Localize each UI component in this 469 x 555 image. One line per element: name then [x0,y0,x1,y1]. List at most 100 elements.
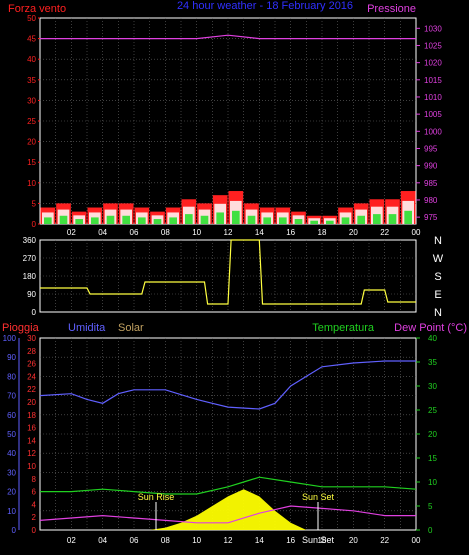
pressure-tick-label: 995 [424,144,438,153]
rain-tick-label: 2 [32,513,37,522]
compass-label: W [433,253,444,265]
avg-wind-bar [247,215,256,224]
wind-direction-line [40,239,416,305]
temperature-tick-label: 10 [428,478,437,487]
pressure-tick-label: 1030 [424,24,442,33]
climate-x-tick-label: 10 [192,536,201,545]
avg-wind-bar [388,214,397,224]
humidity-axis-label: Umidita [68,322,106,334]
wind-panel-grid [40,18,416,224]
humidity-tick-label: 60 [7,411,16,420]
climate-x-tick-label: 14 [255,536,264,545]
climate-x-tick-label: 02 [67,536,76,545]
humidity-tick-label: 10 [7,507,16,516]
rain-axis-label: Pioggia [2,322,40,334]
wind-x-axis: 02 04 06 08 10 12 14 16 18 20 22 00 [67,228,421,237]
sunrise-label: Sun Rise [138,492,175,502]
temperature-line [40,476,417,495]
avg-wind-bar [373,214,381,224]
wind-axis-label: Forza vento [8,3,66,15]
wind-tick-label: 50 [27,14,36,23]
avg-wind-bar [279,217,287,224]
avg-wind-bar [357,215,365,224]
direction-tick-label: 360 [23,236,37,245]
wind-tick-label: 25 [27,117,36,126]
climate-x-tick-label: 00 [412,536,421,545]
rain-tick-label: 28 [27,347,36,356]
humidity-tick-label: 90 [7,353,16,362]
avg-wind-bar [326,220,334,224]
dewpoint-axis-label: Dew Point (°C) [394,322,467,334]
avg-wind-bar [404,210,412,224]
rain-tick-label: 30 [27,334,36,343]
wind-tick-label: 0 [32,220,37,229]
wind-x-tick-label: 22 [380,228,389,237]
wind-x-tick-label: 10 [192,228,201,237]
direction-tick-label: 90 [27,290,36,299]
compass-label: S [434,271,441,283]
pressure-tick-label: 1015 [424,76,442,85]
direction-tick-label: 270 [23,254,37,263]
humidity-tick-label: 50 [7,430,16,439]
climate-x-axis: 02 04 06 08 10 12 14 16 18 20 22 00 [67,536,421,545]
rain-tick-label: 12 [27,449,36,458]
wind-tick-label: 20 [27,138,36,147]
avg-wind-bar [138,217,146,224]
rain-tick-label: 24 [27,372,36,381]
avg-wind-bar [44,217,52,224]
wind-x-tick-label: 06 [130,228,139,237]
solar-area-shape [149,489,307,530]
avg-wind-bar [294,219,303,224]
rain-tick-label: 0 [32,526,37,535]
avg-wind-bar [91,217,99,224]
temperature-tick-label: 30 [428,382,437,391]
climate-x-tick-label: 12 [224,536,233,545]
humidity-tick-label: 0 [12,526,17,535]
humidity-tick-label: 20 [7,488,16,497]
wind-x-tick-label: 14 [255,228,264,237]
humidity-tick-label: 100 [3,334,17,343]
humidity-left-axis: 0 10 20 30 40 50 60 70 80 90 100 [3,334,20,535]
avg-wind-bar [169,217,177,224]
compass-label: E [434,289,441,301]
climate-x-tick-label: 22 [380,536,389,545]
temperature-tick-label: 15 [428,454,437,463]
rain-tick-label: 18 [27,411,36,420]
rain-tick-label: 26 [27,360,36,369]
solar-axis-label: Solar [118,322,144,334]
compass-label: N [434,235,442,247]
temperature-right-axis: 0 5 10 15 20 25 30 35 40 [416,334,437,535]
climate-x-tick-label: 04 [98,536,107,545]
rain-tick-label: 22 [27,385,36,394]
wind-tick-label: 10 [27,179,36,188]
direction-left-axis: 0 90 180 270 360 [23,236,37,317]
wind-left-axis: 0 5 10 15 20 25 30 35 40 45 50 [27,14,40,229]
solar-area [149,489,307,530]
avg-wind-bar [59,215,68,224]
chart-title: 24 hour weather - 18 February 2016 [177,0,353,12]
pressure-tick-label: 1000 [424,127,442,136]
temperature-tick-label: 5 [428,502,433,511]
humidity-tick-label: 40 [7,449,16,458]
avg-wind-bar [153,219,162,224]
rain-tick-label: 16 [27,424,36,433]
temperature-tick-label: 25 [428,406,437,415]
dewpoint-line [39,505,416,524]
climate-x-tick-label: 18 [318,536,327,545]
wind-x-tick-label: 08 [161,228,170,237]
compass-label: N [434,307,442,319]
wind-tick-label: 5 [32,199,37,208]
pressure-tick-label: 1010 [424,93,442,102]
avg-wind-bar [216,212,224,224]
temperature-tick-label: 0 [428,526,433,535]
pressure-tick-label: 980 [424,196,438,205]
wind-x-tick-label: 18 [318,228,327,237]
avg-wind-bar [263,217,271,224]
temperature-tick-label: 40 [428,334,437,343]
wind-tick-label: 35 [27,76,36,85]
pressure-tick-label: 1020 [424,59,442,68]
sunset-label: Sun Set [302,492,335,502]
